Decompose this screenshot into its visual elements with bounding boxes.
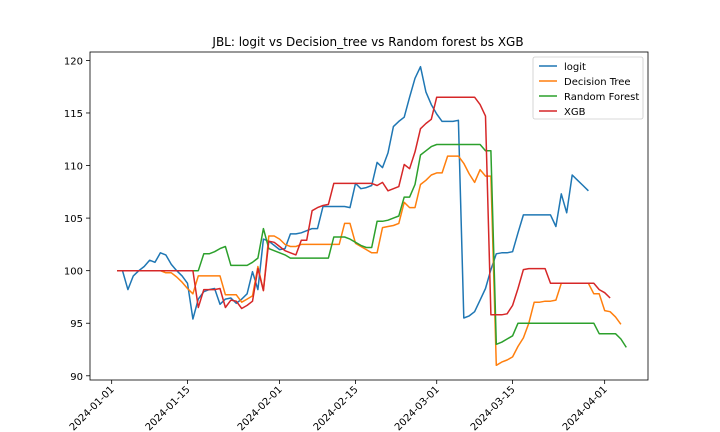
x-tick-label: 2024-03-15 — [469, 384, 518, 432]
x-tick-label: 2024-02-01 — [236, 384, 285, 432]
x-tick-label: 2024-01-15 — [144, 384, 193, 432]
x-tick-label: 2024-01-01 — [68, 384, 117, 432]
y-tick-label: 100 — [64, 267, 83, 278]
series-line-random-forest — [117, 143, 627, 348]
y-tick-label: 90 — [70, 372, 83, 383]
chart-title: JBL: logit vs Decision_tree vs Random fo… — [211, 35, 523, 49]
series-line-decision-tree — [117, 155, 622, 367]
legend-label: logit — [564, 62, 586, 73]
y-tick-label: 105 — [64, 214, 83, 225]
y-tick-label: 115 — [64, 109, 83, 120]
x-tick-label: 2024-04-01 — [561, 384, 610, 432]
series-line-xgb — [117, 96, 611, 316]
legend: logit Decision Tree Random Forest XGB — [532, 56, 644, 120]
x-axis: 2024-01-01 2024-01-15 2024-02-01 2024-02-15… — [68, 380, 610, 432]
legend-label: Random Forest — [564, 92, 639, 103]
y-tick-label: 120 — [64, 56, 83, 67]
plot-frame — [89, 51, 649, 381]
series-lines — [117, 65, 627, 367]
legend-label: Decision Tree — [564, 77, 631, 88]
x-tick-label: 2024-03-01 — [393, 384, 442, 432]
legend-box — [532, 56, 644, 120]
plot-area — [89, 51, 649, 381]
y-tick-label: 95 — [70, 319, 83, 330]
x-tick-label: 2024-02-15 — [312, 384, 361, 432]
y-tick-label: 110 — [64, 162, 83, 173]
series-line-logit — [117, 65, 589, 320]
y-axis: 90 95 100 105 110 115 120 — [64, 56, 90, 383]
legend-label: XGB — [564, 107, 586, 118]
